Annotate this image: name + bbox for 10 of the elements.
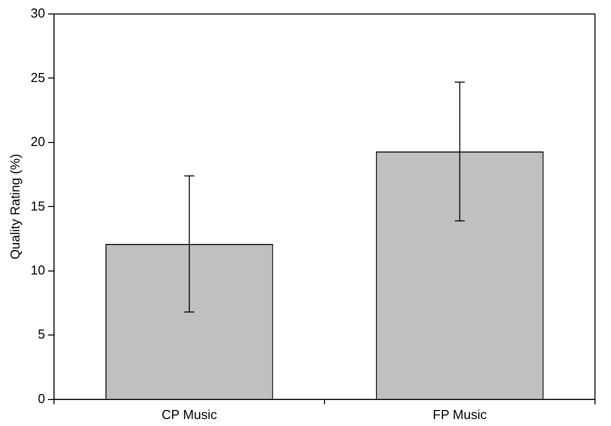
y-tick-label: 20 (30, 134, 46, 150)
y-tick-label: 10 (30, 262, 46, 278)
y-tick-label: 0 (38, 390, 46, 406)
y-tick-label: 25 (30, 70, 46, 85)
x-tick-label: CP Music (162, 406, 218, 422)
y-axis-title: Quality Rating (%) (7, 154, 22, 260)
x-tick-label: FP Music (432, 406, 488, 422)
y-tick-label: 5 (38, 326, 46, 342)
y-tick-label: 30 (30, 6, 46, 21)
y-tick-label: 15 (30, 198, 46, 214)
